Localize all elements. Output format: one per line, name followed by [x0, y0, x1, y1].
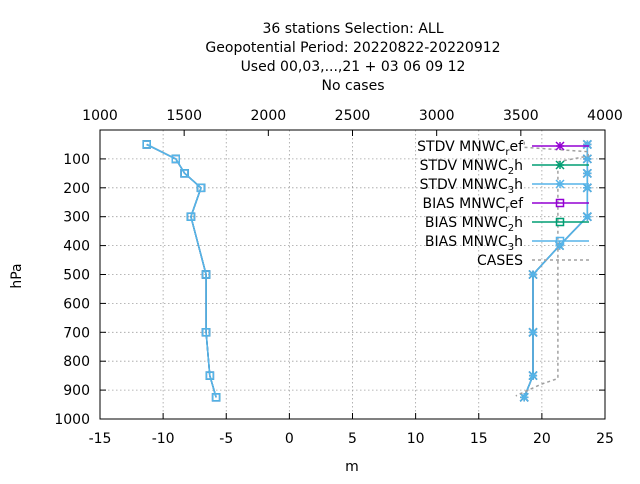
data-point: [196, 183, 206, 193]
title-line-2: Geopotential Period: 20220822-20220912: [205, 40, 500, 56]
data-point: [528, 327, 538, 337]
series-5: [142, 140, 221, 402]
data-point: [582, 212, 592, 222]
y-tick-label: 600: [63, 296, 90, 312]
plot-frame: [99, 129, 606, 420]
x-tick-label: 15: [470, 431, 488, 447]
series-line: [146, 143, 217, 398]
axes: -15 -10 -5 0 5 10 15 20 25 1000 1500 2000 2500 3000 35…: [54, 108, 622, 447]
title-line-4: No cases: [322, 78, 385, 94]
y-tick-label: 900: [63, 383, 90, 399]
chart-title: 36 stations Selection: ALL Geopotential …: [205, 21, 500, 94]
y-tick-label: 300: [63, 210, 90, 226]
legend-entry: STDV MNWC2h: [420, 158, 589, 177]
data-point: [582, 154, 592, 164]
data-point: [211, 393, 221, 402]
data-point: [582, 168, 592, 178]
y-tick-label: 800: [63, 354, 90, 370]
data-point: [555, 217, 565, 227]
y-tick-label: 500: [63, 268, 90, 284]
legend-entry: BIAS MNWC2h: [425, 215, 589, 234]
x2-tick-label: 1000: [82, 108, 118, 124]
series-line: [523, 144, 589, 398]
data-point: [555, 141, 565, 151]
series-6: [515, 141, 589, 397]
legend-label: BIAS MNWC3h: [425, 234, 523, 253]
marker-square: [186, 212, 196, 221]
x2-tick-label: 3000: [419, 108, 455, 124]
series-1: [519, 139, 592, 402]
x2-tick-label: 4000: [587, 108, 623, 124]
legend-entry: CASES: [477, 253, 589, 269]
x-tick-label: 0: [285, 431, 294, 447]
y-tick-label: 1000: [54, 412, 90, 428]
x2-tick-label: 1500: [166, 108, 202, 124]
marker-square: [205, 371, 215, 380]
marker-square: [201, 270, 211, 279]
series-2: [519, 139, 592, 402]
data-point: [555, 236, 565, 246]
data-point: [201, 328, 211, 337]
data-point: [582, 139, 592, 149]
series-0: [519, 139, 592, 402]
grid: [100, 130, 605, 419]
legend-label: STDV MNWC3h: [420, 177, 523, 196]
title-line-1: 36 stations Selection: ALL: [262, 21, 443, 37]
data-point: [142, 140, 151, 149]
data-point: [555, 160, 565, 170]
x-tick-label: -15: [89, 431, 112, 447]
legend-entry: STDV MNWC3h: [420, 177, 589, 196]
x-axis-label: m: [345, 459, 359, 475]
legend-label: BIAS MNWC2h: [425, 215, 523, 234]
marker-square: [142, 140, 151, 149]
data-point: [205, 371, 215, 380]
marker-square: [171, 154, 180, 164]
legend-entry: STDV MNWCref: [417, 139, 589, 158]
y-axis-label: hPa: [9, 263, 25, 288]
data-point: [555, 179, 565, 189]
x-tick-label: -5: [219, 431, 233, 447]
data-point: [186, 212, 196, 221]
marker-square: [555, 236, 565, 246]
data-point: [528, 371, 538, 381]
x2-tick-label: 2000: [251, 108, 287, 124]
marker-square: [196, 183, 206, 193]
x-tick-label: 5: [348, 431, 357, 447]
y-tick-label: 100: [63, 152, 90, 168]
legend-label: STDV MNWC2h: [420, 158, 523, 177]
data-point: [555, 198, 565, 208]
x-tick-label: 25: [596, 431, 614, 447]
legend-entry: BIAS MNWCref: [423, 196, 589, 215]
x2-tick-label: 3500: [503, 108, 539, 124]
data-point: [201, 270, 211, 279]
legend-entry: BIAS MNWC3h: [425, 234, 589, 253]
legend-label: CASES: [477, 253, 523, 269]
series-line: [515, 141, 589, 397]
data-point: [528, 269, 538, 280]
data-point: [582, 183, 592, 193]
marker-square: [180, 169, 189, 178]
x-tick-label: 20: [533, 431, 551, 447]
series-layer: [142, 139, 592, 402]
x2-tick-label: 2500: [335, 108, 371, 124]
marker-square: [555, 198, 565, 208]
legend-label: BIAS MNWCref: [423, 196, 525, 215]
y-tick-label: 700: [63, 325, 90, 341]
legend-label: STDV MNWCref: [417, 139, 524, 158]
title-line-3: Used 00,03,...,21 + 03 06 09 12: [241, 59, 466, 75]
data-point: [171, 154, 180, 164]
data-point: [519, 392, 529, 402]
y-tick-label: 400: [63, 239, 90, 255]
marker-square: [201, 328, 211, 337]
x-tick-label: 10: [407, 431, 425, 447]
marker-square: [211, 393, 221, 402]
x-tick-label: -10: [152, 431, 175, 447]
data-point: [180, 169, 189, 178]
marker-square: [555, 217, 565, 227]
y-tick-label: 200: [63, 181, 90, 197]
